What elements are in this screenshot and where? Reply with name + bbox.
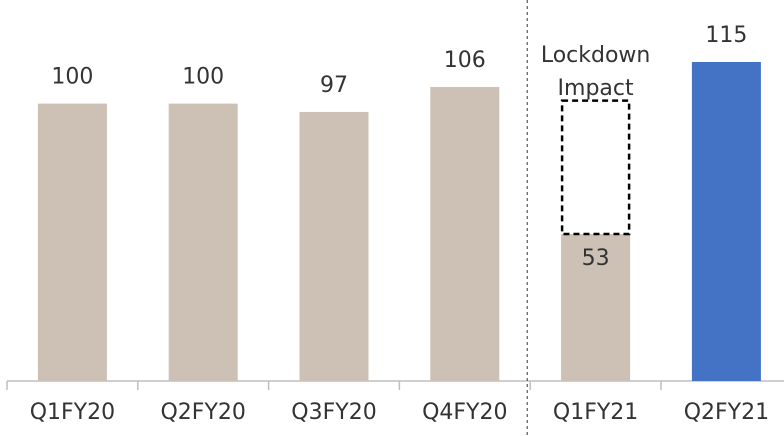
x-tick-label: Q1FY21 (553, 400, 638, 425)
data-label: 53 (582, 246, 610, 271)
data-label: 100 (182, 65, 224, 90)
annotation: Impact (558, 76, 634, 101)
x-tick-label: Q3FY20 (291, 400, 376, 425)
data-label: 115 (705, 23, 747, 48)
x-tick-label: Q2FY20 (160, 400, 245, 425)
bar (430, 86, 500, 382)
bar (691, 62, 761, 381)
data-label: 106 (444, 48, 486, 73)
impact-box (560, 99, 631, 236)
x-tick-label: Q1FY20 (30, 400, 115, 425)
bar (561, 233, 631, 381)
data-label: 97 (320, 73, 348, 98)
data-label: 100 (51, 65, 93, 90)
bar (37, 103, 107, 381)
bar (299, 111, 369, 382)
annotation: Lockdown (541, 43, 651, 68)
x-tick-label: Q4FY20 (422, 400, 507, 425)
bar (168, 103, 238, 381)
x-tick-label: Q2FY21 (684, 400, 769, 425)
